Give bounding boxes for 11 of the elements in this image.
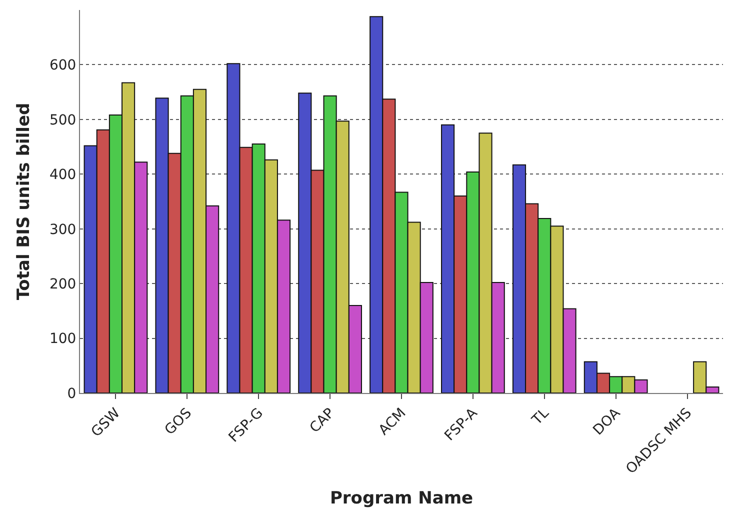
y-tick-label: 500: [49, 112, 76, 128]
y-tick-label: 100: [49, 331, 76, 348]
y-tick-label: 600: [49, 58, 76, 74]
y-tick-label: 300: [49, 222, 76, 238]
x-tick-label: TL: [528, 405, 552, 429]
y-tick-label: 400: [49, 167, 76, 184]
x-axis-title: Program Name: [330, 488, 474, 509]
y-tick-label: 200: [49, 276, 76, 292]
y-axis-title: Total BIS units billed: [14, 102, 34, 300]
x-tick-label: CAP: [306, 405, 338, 436]
y-tick-label: 0: [67, 386, 76, 402]
